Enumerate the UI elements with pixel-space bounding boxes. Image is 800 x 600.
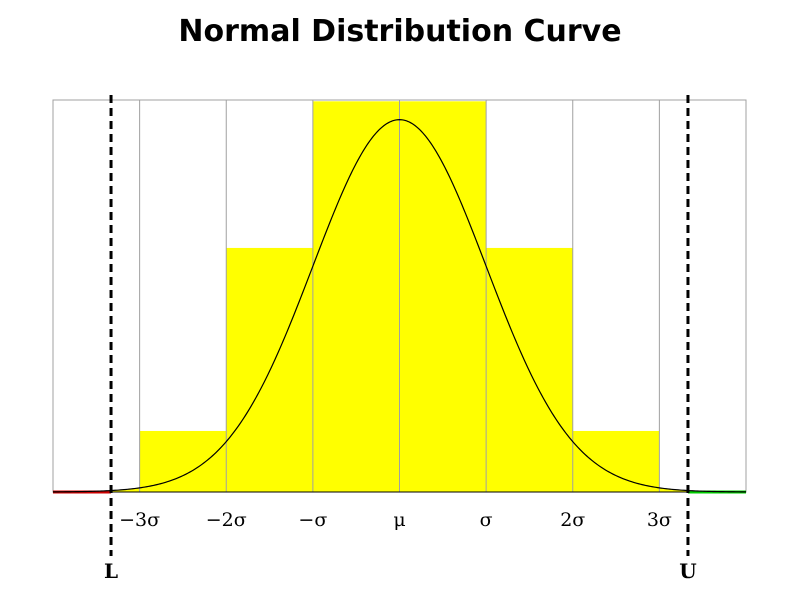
histogram-bar (312, 101, 400, 492)
x-tick-label: 3σ (647, 509, 672, 531)
upper-limit-label: U (679, 559, 696, 583)
x-tick-label: 2σ (560, 509, 585, 531)
x-tick-label: −σ (298, 509, 327, 531)
histogram-bar (572, 430, 660, 492)
histogram-bar (399, 101, 487, 492)
x-tick-label: −2σ (206, 509, 247, 531)
plot-area: −3σ −2σ −σ μ σ 2σ 3σ L U (52, 95, 747, 583)
histogram-bar (139, 430, 227, 492)
x-tick-label: −3σ (119, 509, 160, 531)
lower-limit-label: L (104, 559, 118, 583)
x-tick-label: μ (393, 509, 405, 531)
normal-curve (52, 119, 747, 493)
chart-title: Normal Distribution Curve (178, 14, 621, 49)
x-tick-label: σ (480, 509, 493, 531)
